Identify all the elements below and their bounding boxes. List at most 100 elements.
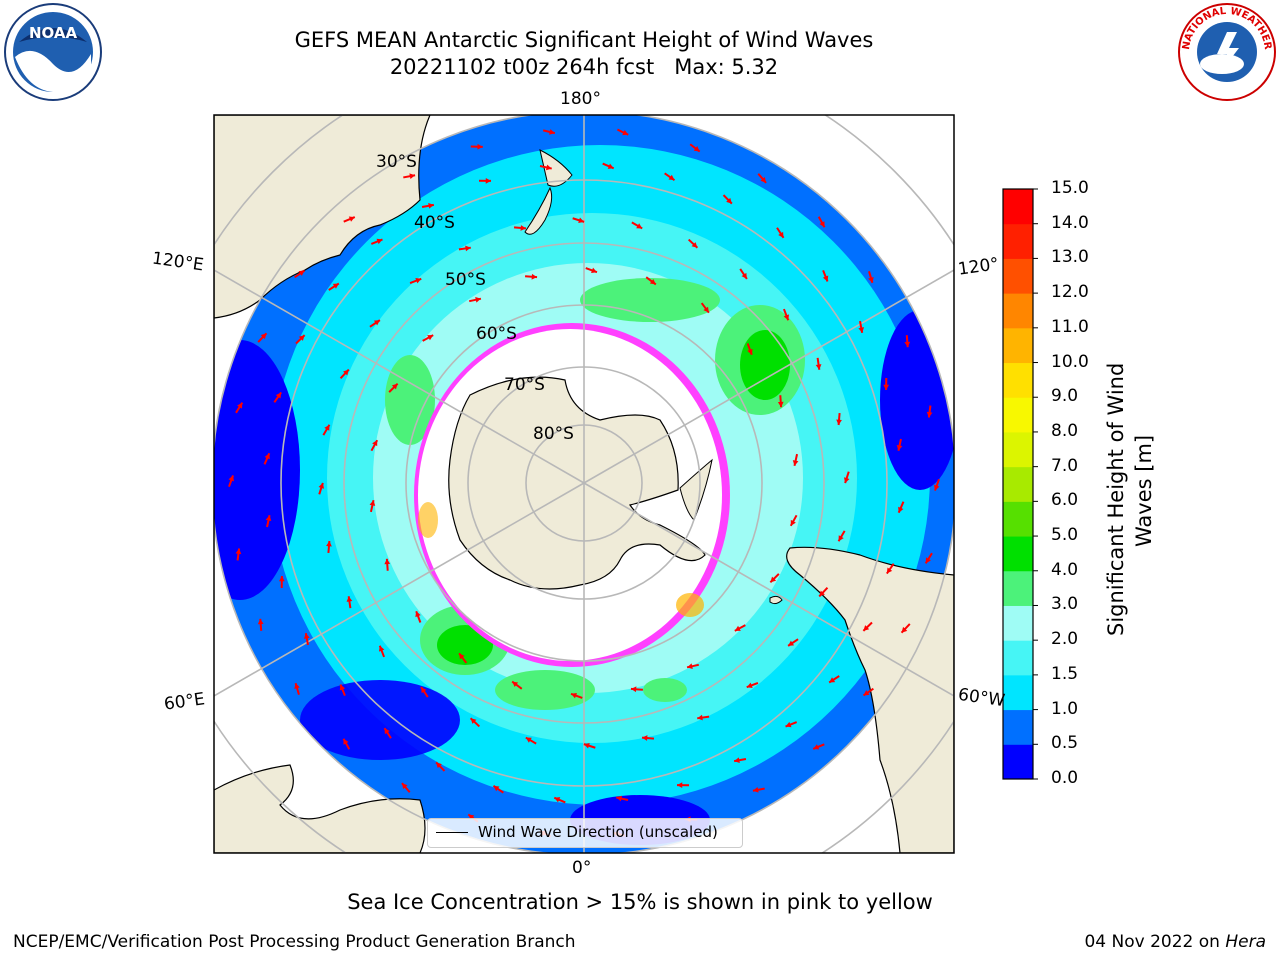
colorbar-segment bbox=[1003, 362, 1033, 398]
wave-direction-arrowhead bbox=[427, 335, 434, 341]
wave-direction-arrowhead bbox=[746, 682, 753, 689]
wave-direction-arrowhead bbox=[485, 177, 492, 184]
wave-direction-arrowhead bbox=[237, 402, 243, 409]
colorbar-tick-label: 11.0 bbox=[1051, 316, 1089, 337]
wave-direction-arrowhead bbox=[886, 567, 893, 574]
wave-direction-arrowhead bbox=[303, 633, 310, 639]
colorbar-tick-label: 2.0 bbox=[1051, 629, 1079, 650]
wave-direction-arrowhead bbox=[326, 541, 332, 547]
wave-direction-arrowhead bbox=[687, 663, 693, 670]
colorbar-tick-label: 6.0 bbox=[1051, 490, 1079, 511]
colorbar-segment bbox=[1003, 189, 1033, 225]
wave-direction-arrowhead bbox=[278, 575, 285, 582]
wave-direction-arrowhead bbox=[260, 333, 267, 340]
colorbar-segment bbox=[1003, 397, 1033, 433]
colorbar-tick-label: 5.0 bbox=[1051, 525, 1079, 546]
colorbar-segment bbox=[1003, 258, 1033, 294]
colorbar-tick-label: 12.0 bbox=[1051, 282, 1089, 303]
wave-direction-arrowhead bbox=[770, 576, 777, 583]
wave-direction-arrowhead bbox=[896, 444, 903, 451]
wave-direction-arrowhead bbox=[520, 225, 526, 231]
legend-label: Wind Wave Direction (unscaled) bbox=[478, 823, 718, 841]
colorbar-tick-label: 9.0 bbox=[1051, 386, 1079, 407]
wave-direction-arrowhead bbox=[415, 277, 422, 284]
wave-direction-arrowhead bbox=[428, 202, 434, 209]
colorbar-segment bbox=[1003, 431, 1033, 468]
colorbar-segment bbox=[1003, 501, 1033, 537]
wave-direction-arrowhead bbox=[815, 364, 822, 370]
wave-direction-arrowhead bbox=[829, 677, 836, 683]
colorbar-tick-label: 1.5 bbox=[1051, 663, 1079, 684]
wave-direction-arrowhead bbox=[703, 306, 709, 313]
wave-direction-arrowhead bbox=[578, 217, 585, 224]
wave-direction-arrowhead bbox=[726, 197, 732, 204]
wave-direction-arrowhead bbox=[571, 692, 577, 699]
colorbar-segment bbox=[1003, 744, 1033, 780]
wave-direction-arrowhead bbox=[898, 506, 904, 513]
wave-direction-arrowhead bbox=[459, 653, 465, 660]
wave-direction-arrowhead bbox=[790, 519, 796, 526]
lat-label-50s: 50°S bbox=[445, 270, 486, 290]
wave-direction-arrowhead bbox=[465, 245, 471, 252]
wave-direction-arrowhead bbox=[734, 625, 741, 631]
wave-direction-arrowhead bbox=[343, 369, 349, 376]
wave-direction-arrowhead bbox=[493, 785, 500, 792]
wave-direction-arrowhead bbox=[409, 173, 416, 180]
wave-direction-arrowhead bbox=[583, 742, 590, 749]
wave-direction-arrowhead bbox=[777, 401, 784, 408]
wave-direction-arrowhead bbox=[788, 640, 795, 646]
wind-wave-direction-arrows bbox=[228, 128, 940, 838]
wave-direction-arrowhead bbox=[785, 721, 792, 728]
wave-direction-arrowhead bbox=[401, 783, 408, 790]
wave-direction-arrowhead bbox=[298, 335, 305, 341]
wave-direction-arrowhead bbox=[778, 231, 784, 238]
footer-host: Hera bbox=[1225, 932, 1266, 952]
wave-direction-arrowhead bbox=[468, 814, 475, 820]
colorbar-tick-label: 7.0 bbox=[1051, 455, 1079, 476]
wave-direction-arrowhead bbox=[741, 272, 747, 279]
wave-direction-arrowhead bbox=[926, 411, 933, 418]
wave-direction-arrowhead bbox=[531, 273, 538, 280]
wave-direction-arrowhead bbox=[391, 383, 398, 390]
noaa-logo-icon: NOAA bbox=[4, 3, 102, 101]
wave-direction-arrowhead bbox=[343, 738, 349, 745]
wave-direction-arrowhead bbox=[324, 424, 330, 431]
wave-direction-arrowhead bbox=[934, 484, 940, 491]
wave-direction-arrowhead bbox=[616, 795, 623, 802]
lat-label-60s: 60°S bbox=[476, 324, 517, 344]
colorbar-segment bbox=[1003, 570, 1033, 606]
wave-direction-arrowhead bbox=[676, 782, 683, 789]
wave-direction-arrowhead bbox=[275, 392, 282, 399]
wave-direction-arrowhead bbox=[512, 681, 519, 688]
wave-direction-arrowhead bbox=[384, 728, 390, 735]
colorbar-segment bbox=[1003, 605, 1033, 641]
colorbar-tick-label: 3.0 bbox=[1051, 594, 1079, 615]
footer-credit: NCEP/EMC/Verification Post Processing Pr… bbox=[13, 932, 576, 952]
colorbar-segment bbox=[1003, 674, 1033, 711]
colorbar-segment bbox=[1003, 327, 1033, 364]
wave-direction-arrowhead bbox=[294, 683, 300, 690]
colorbar-segment bbox=[1003, 709, 1033, 745]
colorbar-segment bbox=[1003, 466, 1033, 502]
lon-label-180: 180° bbox=[560, 89, 601, 109]
wave-direction-arrowhead bbox=[843, 477, 850, 484]
map-legend: Wind Wave Direction (unscaled) bbox=[427, 818, 743, 848]
svg-text:NOAA: NOAA bbox=[29, 24, 78, 42]
colorbar-tick-label: 0.5 bbox=[1051, 733, 1079, 754]
wave-direction-arrowhead bbox=[838, 535, 844, 542]
wave-direction-arrowhead bbox=[228, 475, 234, 482]
colorbar-tick-label: 14.0 bbox=[1051, 212, 1089, 233]
wave-direction-arrowhead bbox=[318, 482, 325, 489]
wave-direction-arrowhead bbox=[298, 270, 305, 276]
wave-direction-arrowhead bbox=[925, 557, 931, 564]
antarctica-landmass bbox=[448, 376, 706, 590]
wave-direction-arrowhead bbox=[415, 611, 421, 618]
wave-direction-arrowhead bbox=[369, 500, 376, 506]
footer-date: 04 Nov 2022 on Hera bbox=[1084, 932, 1266, 952]
colorbar-tick-label: 4.0 bbox=[1051, 559, 1079, 580]
wave-direction-arrowhead bbox=[819, 221, 825, 228]
colorbar-tick-label: 1.0 bbox=[1051, 698, 1079, 719]
wave-direction-arrowhead bbox=[339, 684, 346, 691]
lat-label-40s: 40°S bbox=[414, 213, 455, 233]
wave-direction-arrowhead bbox=[421, 687, 427, 694]
